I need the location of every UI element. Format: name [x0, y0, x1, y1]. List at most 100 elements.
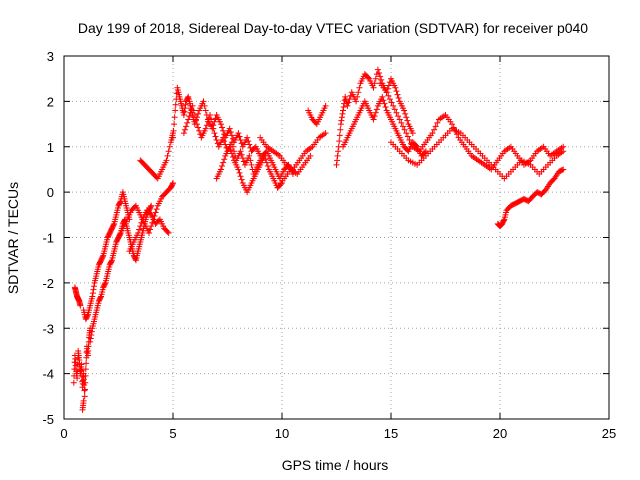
data-point	[184, 94, 191, 101]
data-point	[322, 130, 329, 137]
data-point	[429, 130, 436, 137]
data-point	[421, 149, 428, 156]
data-point	[82, 379, 89, 386]
data-point	[164, 228, 171, 235]
axis-ticks: 0 5 10 15 20 25 -5 -4 -3 -2 -1 0 1 2 3	[42, 49, 616, 441]
data-point	[365, 74, 372, 81]
data-point	[186, 113, 193, 120]
data-point	[402, 110, 409, 117]
data-point	[376, 70, 383, 77]
data-point	[187, 109, 194, 116]
data-point	[170, 180, 176, 187]
data-point	[392, 84, 399, 91]
data-point	[226, 125, 233, 132]
data-point	[385, 82, 392, 89]
data-point	[395, 113, 402, 120]
data-point	[399, 123, 406, 130]
data-point	[183, 123, 190, 130]
data-point	[220, 127, 227, 134]
data-point	[201, 102, 208, 109]
data-point	[138, 219, 145, 226]
data-point	[70, 379, 77, 386]
data-point	[181, 105, 188, 112]
data-point	[172, 101, 179, 108]
data-point	[202, 107, 209, 114]
data-point	[213, 136, 220, 143]
y-tick-label: -3	[42, 321, 54, 336]
data-point	[404, 117, 411, 124]
data-point	[163, 157, 170, 164]
data-point	[403, 114, 410, 121]
chart-title: Day 199 of 2018, Sidereal Day-to-day VTE…	[78, 20, 588, 36]
data-point	[165, 229, 172, 236]
data-point	[146, 229, 153, 236]
data-point	[264, 163, 271, 170]
data-point	[227, 129, 234, 136]
data-point	[236, 169, 243, 176]
data-point	[220, 159, 227, 166]
series-early-low	[70, 325, 94, 400]
data-point	[184, 119, 191, 126]
data-point	[147, 203, 154, 210]
series-early-outlier	[79, 397, 87, 413]
data-point	[87, 335, 94, 342]
data-point	[117, 231, 124, 238]
data-point	[78, 367, 85, 374]
data-point	[238, 151, 245, 158]
data-point	[81, 387, 88, 394]
data-point	[78, 361, 85, 368]
y-tick-label: 0	[47, 185, 54, 200]
data-point	[82, 366, 89, 373]
data-point	[409, 130, 416, 137]
data-point	[336, 132, 343, 139]
data-point	[152, 209, 159, 216]
data-point	[148, 202, 155, 209]
data-point	[393, 88, 400, 95]
data-point	[382, 104, 389, 111]
series-band-15	[377, 80, 567, 173]
data-point	[500, 217, 507, 224]
data-point	[384, 85, 391, 92]
series-end-low	[494, 166, 567, 230]
data-point	[204, 118, 211, 125]
data-point	[203, 122, 210, 129]
x-tick-label: 15	[384, 426, 398, 441]
data-point	[396, 116, 403, 123]
data-point	[245, 138, 252, 145]
data-point	[373, 106, 380, 113]
data-point	[181, 126, 188, 133]
data-point	[353, 98, 360, 105]
data-point	[355, 89, 362, 96]
data-point	[217, 121, 224, 128]
series-early-left	[71, 284, 84, 309]
data-point	[401, 126, 408, 133]
data-point	[395, 94, 402, 101]
data-point	[89, 290, 96, 297]
data-point	[380, 97, 387, 104]
x-axis-label: GPS time / hours	[282, 457, 389, 473]
data-point	[333, 161, 340, 168]
data-point	[434, 119, 441, 126]
data-point	[99, 253, 106, 260]
data-point	[338, 117, 345, 124]
data-point	[221, 138, 228, 145]
data-point	[207, 111, 214, 118]
data-point	[371, 113, 378, 120]
data-points	[70, 66, 567, 413]
data-point	[195, 124, 202, 131]
data-point	[136, 226, 143, 233]
data-point	[235, 166, 242, 173]
data-point	[202, 125, 209, 132]
data-point	[244, 134, 251, 141]
data-point	[191, 111, 198, 118]
data-point	[229, 153, 236, 160]
data-point	[117, 199, 124, 206]
y-tick-label: -2	[42, 276, 54, 291]
data-point	[210, 125, 217, 132]
data-point	[401, 107, 408, 114]
data-point	[385, 92, 392, 99]
data-point	[335, 148, 342, 155]
data-point	[219, 163, 226, 170]
data-point	[371, 80, 378, 87]
data-point	[247, 157, 254, 164]
